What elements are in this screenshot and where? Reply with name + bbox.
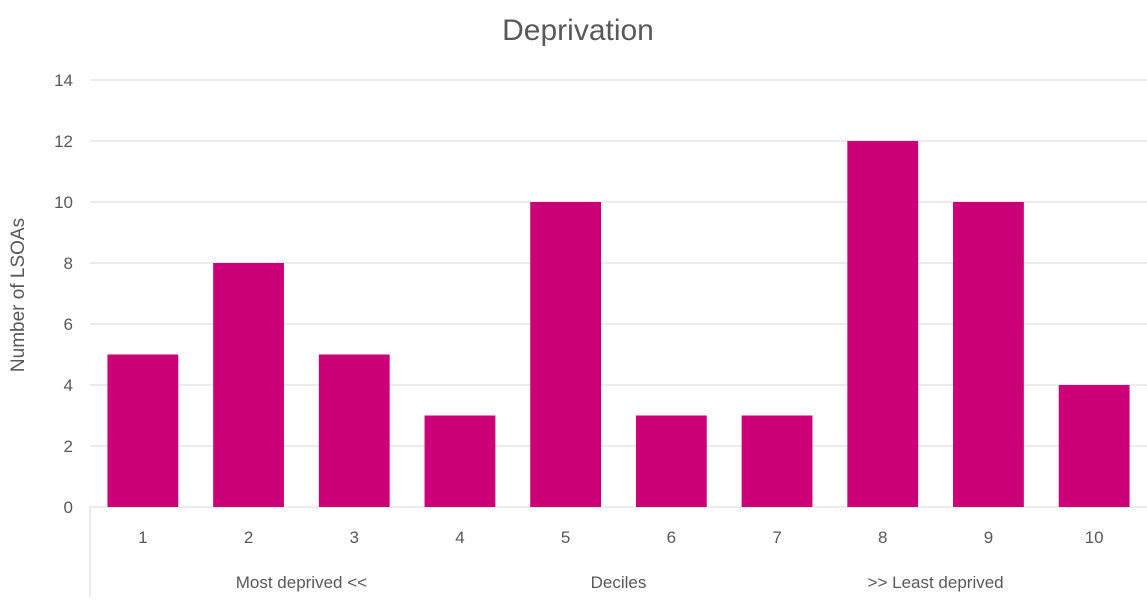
x-tick-label: 8: [878, 528, 887, 547]
x-tick-label: 2: [244, 528, 253, 547]
bar-6: [635, 415, 707, 507]
y-axis-label: Number of LSOAs: [8, 218, 29, 372]
y-tick-label: 6: [64, 315, 73, 334]
bar-7: [741, 415, 813, 507]
bar-9: [953, 202, 1024, 507]
x-tick-label: 3: [350, 528, 359, 547]
y-tick-label: 10: [54, 193, 73, 212]
y-tick-label: 8: [64, 254, 73, 273]
x-group-label: Deciles: [591, 573, 647, 592]
bars: [107, 141, 1130, 507]
x-tick-label: 6: [667, 528, 676, 547]
x-group-labels: Most deprived << Deciles >> Least deprived: [236, 573, 1004, 592]
bar-4: [424, 415, 496, 507]
bar-8: [847, 141, 919, 507]
x-tick-label: 5: [561, 528, 570, 547]
x-tick-label: 10: [1085, 528, 1104, 547]
y-tick-label: 14: [54, 71, 73, 90]
y-tick-label: 4: [64, 376, 73, 395]
y-tick-label: 2: [64, 437, 73, 456]
bar-10: [1058, 385, 1130, 507]
x-tick-label: 9: [984, 528, 993, 547]
bar-2: [213, 263, 284, 507]
x-tick-label: 1: [138, 528, 147, 547]
chart-title: Deprivation: [502, 14, 654, 47]
x-tick-label: 4: [455, 528, 464, 547]
y-tick-label: 12: [54, 132, 73, 151]
bar-3: [318, 354, 390, 507]
x-group-label: >> Least deprived: [868, 573, 1004, 592]
bar-5: [530, 202, 602, 507]
y-tick-labels: 0 2 4 6 8 10 12 14: [54, 71, 73, 517]
bar-1: [107, 354, 179, 507]
y-tick-label: 0: [64, 498, 73, 517]
x-group-label: Most deprived <<: [236, 573, 367, 592]
x-tick-label: 7: [772, 528, 781, 547]
x-tick-labels: 1 2 3 4 5 6 7 8 9 10: [138, 528, 1103, 547]
